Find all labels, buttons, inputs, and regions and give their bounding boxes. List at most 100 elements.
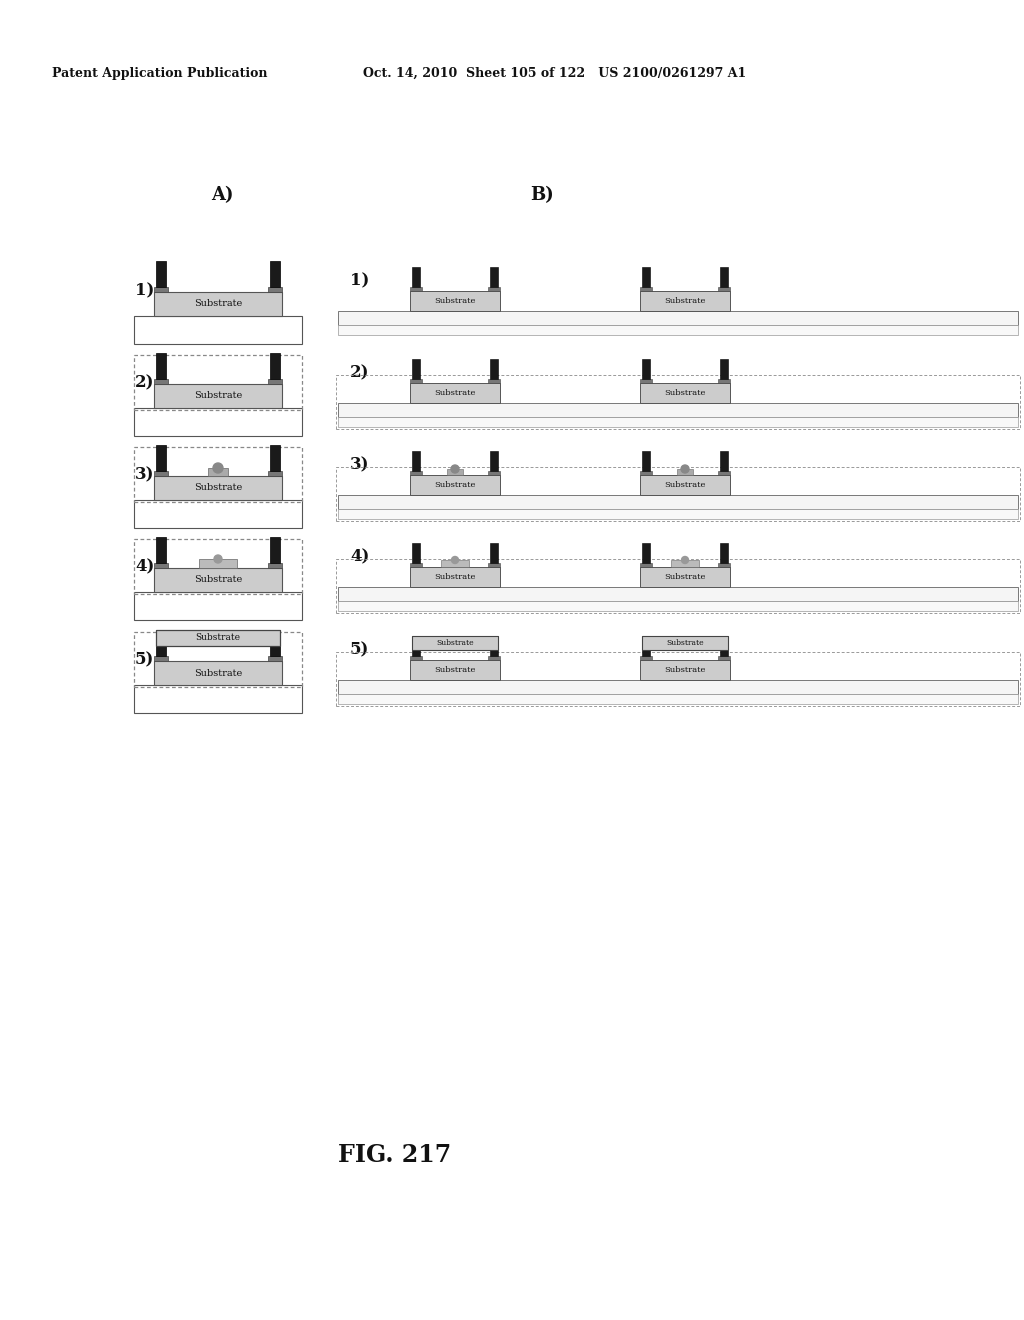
Bar [640, 286, 652, 290]
Bar [412, 636, 498, 649]
Bar [412, 451, 420, 471]
Bar [640, 383, 730, 403]
Bar [154, 292, 282, 315]
Bar [410, 379, 422, 383]
Bar [412, 359, 420, 379]
Bar [720, 636, 728, 656]
Text: 3): 3) [135, 466, 155, 483]
Bar [338, 601, 1018, 611]
Bar [718, 656, 730, 660]
Bar [134, 315, 302, 345]
Bar [156, 537, 166, 564]
Text: Substrate: Substrate [667, 639, 703, 647]
Bar [490, 543, 498, 564]
Bar [338, 680, 1018, 694]
Bar [338, 325, 1018, 335]
Bar [338, 510, 1018, 519]
Bar [412, 636, 420, 656]
Bar [134, 447, 302, 502]
Bar [718, 379, 730, 383]
Bar [718, 471, 730, 475]
Bar [134, 355, 302, 411]
Text: Substrate: Substrate [665, 389, 706, 397]
Text: Substrate: Substrate [434, 573, 476, 581]
Bar [270, 537, 280, 564]
Bar [156, 445, 166, 471]
Bar [720, 451, 728, 471]
Text: Substrate: Substrate [194, 668, 242, 677]
Bar [154, 568, 282, 591]
Bar [268, 564, 282, 568]
Bar [134, 500, 302, 528]
Text: Substrate: Substrate [665, 573, 706, 581]
Bar [720, 359, 728, 379]
Bar [338, 403, 1018, 417]
Bar [642, 636, 650, 656]
Text: 1): 1) [350, 272, 370, 289]
Text: Substrate: Substrate [194, 392, 242, 400]
Bar [642, 636, 728, 649]
Bar [154, 471, 168, 477]
Bar [134, 685, 302, 713]
Text: Patent Application Publication: Patent Application Publication [52, 66, 267, 79]
Text: Substrate: Substrate [194, 483, 242, 492]
Bar [208, 469, 228, 477]
Text: Substrate: Substrate [434, 389, 476, 397]
Bar [642, 359, 650, 379]
Bar [154, 564, 168, 568]
Bar [268, 379, 282, 384]
Bar [338, 417, 1018, 426]
Bar [488, 471, 500, 475]
Circle shape [452, 557, 459, 564]
Bar [154, 384, 282, 408]
Text: Substrate: Substrate [194, 300, 242, 309]
Text: A): A) [211, 186, 233, 205]
Bar [154, 477, 282, 500]
Bar [488, 564, 500, 568]
Bar [640, 660, 730, 680]
Bar [671, 560, 699, 568]
Bar [270, 352, 280, 379]
Bar [336, 467, 1020, 521]
Bar [268, 656, 282, 661]
Text: Substrate: Substrate [665, 297, 706, 305]
Text: 3): 3) [350, 457, 370, 474]
Bar [720, 267, 728, 286]
Bar [490, 267, 498, 286]
Bar [338, 312, 1018, 325]
Text: Substrate: Substrate [196, 634, 241, 643]
Bar [338, 587, 1018, 601]
Bar [640, 290, 730, 312]
Bar [134, 632, 302, 686]
Bar [270, 630, 280, 656]
Bar [268, 286, 282, 292]
Bar [410, 656, 422, 660]
Bar [156, 630, 166, 656]
Bar [677, 469, 693, 475]
Bar [410, 660, 500, 680]
Bar [270, 445, 280, 471]
Bar [154, 661, 282, 685]
Text: Substrate: Substrate [194, 576, 242, 585]
Circle shape [451, 465, 459, 473]
Bar [410, 286, 422, 290]
Text: Substrate: Substrate [434, 297, 476, 305]
Circle shape [681, 465, 689, 473]
Bar [642, 451, 650, 471]
Bar [640, 471, 652, 475]
Bar [488, 379, 500, 383]
Bar [336, 652, 1020, 706]
Text: 2): 2) [135, 375, 155, 392]
Text: 4): 4) [135, 558, 155, 576]
Bar [718, 286, 730, 290]
Text: Substrate: Substrate [434, 667, 476, 675]
Text: Substrate: Substrate [665, 667, 706, 675]
Bar [488, 656, 500, 660]
Text: 5): 5) [135, 652, 155, 668]
Text: 4): 4) [350, 549, 370, 565]
Bar [640, 379, 652, 383]
Bar [338, 694, 1018, 704]
Bar [410, 471, 422, 475]
Bar [410, 290, 500, 312]
Bar [156, 352, 166, 379]
